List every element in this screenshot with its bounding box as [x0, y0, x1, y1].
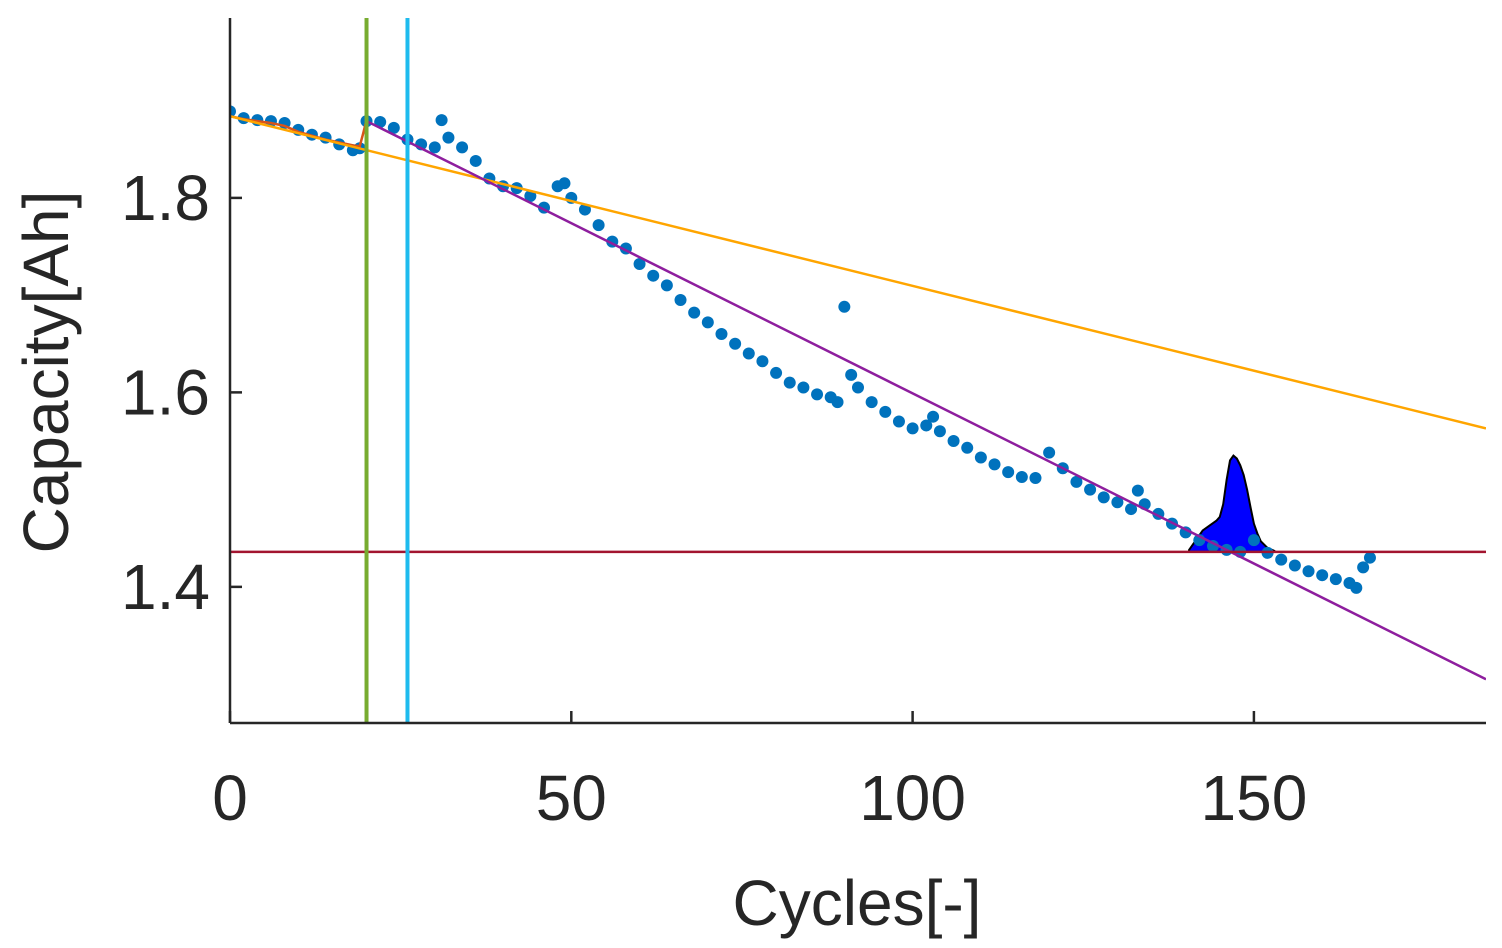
data-point [435, 114, 448, 127]
y-tick-label: 1.4 [121, 551, 210, 623]
y-axis-label: Capacity[Ah] [10, 191, 82, 554]
data-point [1015, 470, 1028, 483]
data-point [1070, 475, 1083, 488]
plot-area [230, 18, 1486, 723]
data-point [647, 269, 660, 282]
x-axis-label: Cycles[-] [733, 867, 982, 939]
linear-fit-late-line [365, 119, 1486, 681]
data-point [831, 396, 844, 409]
data-point [933, 425, 946, 438]
data-point [1247, 534, 1260, 547]
data-point [783, 376, 796, 389]
y-tick-label: 1.8 [121, 162, 210, 234]
data-point [1043, 446, 1056, 459]
data-point [715, 328, 728, 341]
distribution-area [1188, 454, 1276, 553]
data-point [920, 419, 933, 432]
data-point [633, 258, 646, 271]
data-point [1288, 559, 1301, 572]
data-point [927, 410, 940, 423]
data-point [988, 458, 1001, 471]
data-point [558, 177, 571, 190]
data-point [879, 405, 892, 418]
data-point [729, 337, 742, 350]
data-point [974, 451, 987, 464]
data-point [906, 422, 919, 435]
data-point [428, 141, 441, 154]
x-tick-label: 150 [1201, 762, 1308, 834]
data-point [1084, 483, 1097, 496]
data-point [688, 306, 701, 319]
data-point [1357, 561, 1370, 574]
data-point [469, 154, 482, 167]
data-point [756, 355, 769, 368]
data-point [1111, 496, 1124, 509]
data-point [742, 347, 755, 360]
data-point [1275, 553, 1288, 566]
data-point [797, 381, 810, 394]
y-tick-label: 1.6 [121, 356, 210, 428]
data-point [1363, 551, 1376, 564]
x-tick-label: 0 [212, 762, 248, 834]
data-point [1329, 573, 1342, 586]
x-tick-label: 100 [859, 762, 966, 834]
data-point [701, 316, 714, 329]
data-point [1002, 466, 1015, 479]
data-point [1179, 526, 1192, 539]
data-point [1316, 569, 1329, 582]
axes: 0 50 100 150 1.4 1.6 1.8 [121, 18, 1486, 834]
data-point [1097, 491, 1110, 504]
linear-fit-early-line [230, 115, 1486, 430]
data-point [865, 396, 878, 409]
data-point [524, 189, 537, 202]
data-point [1125, 503, 1138, 516]
data-point [1206, 540, 1219, 553]
data-point [770, 366, 783, 379]
data-point [838, 300, 851, 313]
data-point [456, 141, 469, 154]
data-point [660, 279, 673, 292]
x-tick-label: 50 [536, 762, 607, 834]
data-point [845, 368, 858, 381]
data-point [592, 219, 605, 232]
data-point [947, 435, 960, 447]
data-point [578, 203, 591, 216]
data-point [442, 131, 455, 144]
data-point [961, 441, 974, 454]
data-point [387, 121, 400, 134]
data-point [1029, 471, 1042, 484]
data-point [1302, 565, 1315, 578]
data-point [230, 105, 236, 118]
data-point [1350, 581, 1363, 594]
plot-content [230, 18, 1486, 723]
data-point [852, 381, 864, 394]
data-point [674, 294, 687, 306]
data-point [892, 415, 905, 428]
data-point [1131, 484, 1144, 497]
data-point [811, 388, 824, 401]
